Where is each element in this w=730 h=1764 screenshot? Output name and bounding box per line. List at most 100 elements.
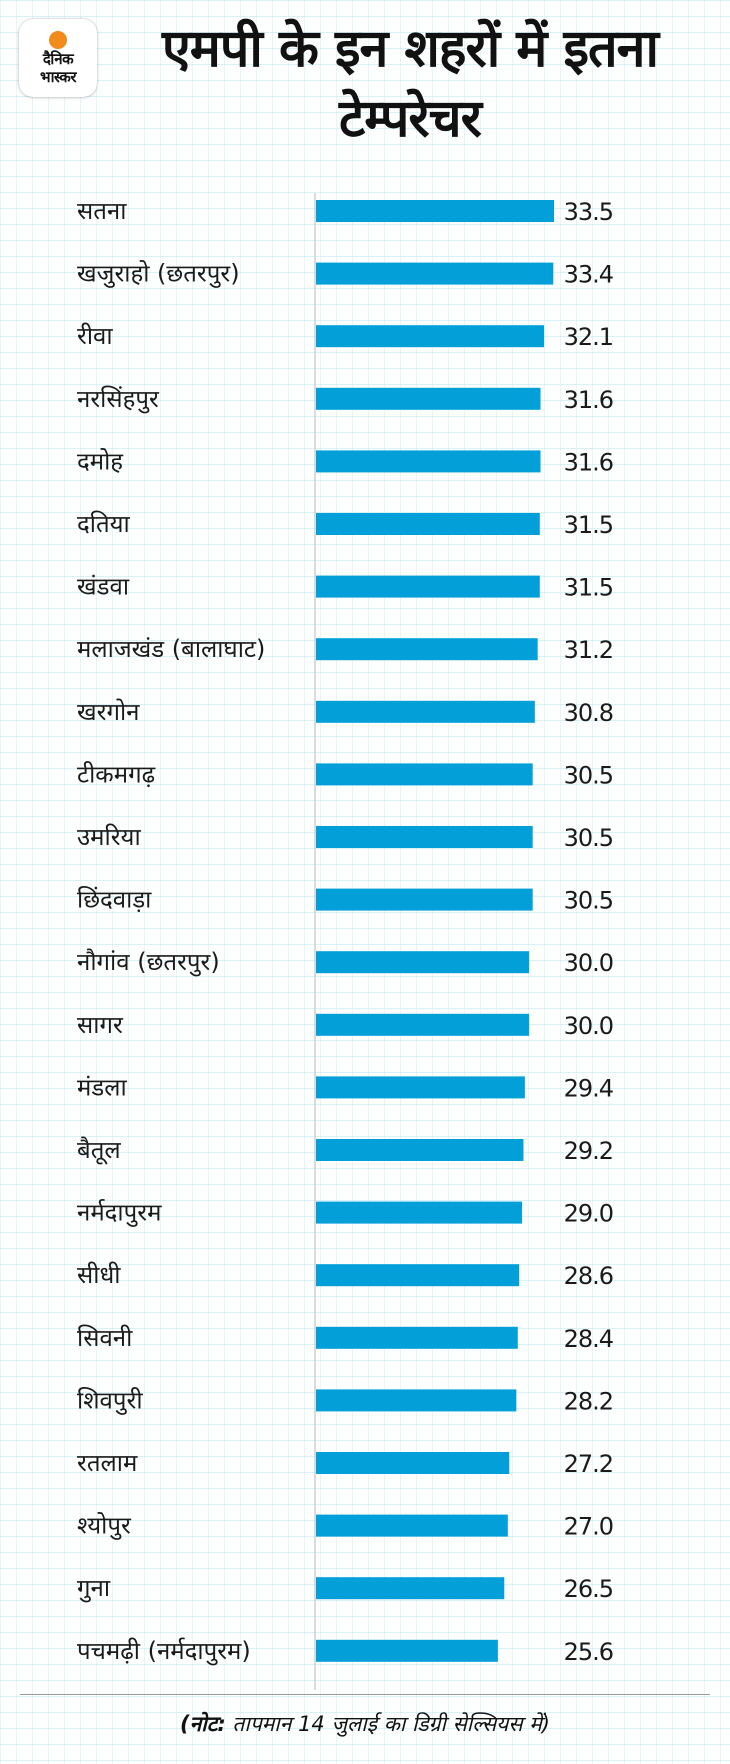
value-label: 28.6 xyxy=(564,1262,613,1290)
bar xyxy=(316,1264,520,1287)
footnote: (नोट: तापमान 14 जुलाई का डिग्री सेल्सियस… xyxy=(0,1710,730,1738)
bar xyxy=(316,1389,517,1412)
category-label: मलाजखंड (बालाघाट) xyxy=(77,635,265,663)
bar-row: श्योपुर 27.0 xyxy=(77,1512,614,1541)
value-label: 30.8 xyxy=(564,699,613,727)
category-label: बैतूल xyxy=(77,1136,121,1165)
bar xyxy=(316,1139,524,1161)
value-label: 33.4 xyxy=(564,261,613,289)
bar xyxy=(316,1452,510,1474)
value-label: 31.5 xyxy=(564,511,613,539)
bar-row: खरगोन 30.8 xyxy=(77,698,614,727)
bar xyxy=(316,200,554,222)
bar-row: बैतूल 29.2 xyxy=(77,1136,614,1165)
value-label: 28.4 xyxy=(564,1325,613,1353)
bar xyxy=(316,1326,518,1349)
bar-row: शिवपुरी 28.2 xyxy=(77,1386,614,1415)
bar xyxy=(316,1514,508,1537)
bar xyxy=(316,1639,498,1662)
value-label: 31.6 xyxy=(564,386,613,414)
value-label: 30.5 xyxy=(564,887,613,915)
bar-row: मंडला 29.4 xyxy=(77,1073,614,1102)
category-label: सीधी xyxy=(77,1261,121,1289)
value-label: 25.6 xyxy=(564,1638,613,1666)
bar xyxy=(316,763,533,786)
bar-row: दतिया 31.5 xyxy=(77,510,614,539)
category-label: रीवा xyxy=(77,322,113,350)
value-label: 29.0 xyxy=(564,1200,613,1228)
footer-divider xyxy=(20,1694,710,1695)
value-label: 33.5 xyxy=(564,198,613,226)
bar-row: सतना 33.5 xyxy=(77,197,614,226)
value-label: 27.2 xyxy=(564,1450,613,1478)
value-label: 27.0 xyxy=(564,1513,613,1541)
bar-chart: सतना 33.5 खजुराहो (छतरपुर) 33.4 रीवा 32.1 नरसि… xyxy=(77,193,614,1690)
value-label: 31.5 xyxy=(564,574,613,602)
category-label: मंडला xyxy=(77,1073,127,1101)
bar xyxy=(316,450,541,473)
value-label: 29.4 xyxy=(564,1074,613,1102)
value-label: 32.1 xyxy=(564,323,613,351)
value-label: 28.2 xyxy=(564,1387,613,1415)
value-label: 30.5 xyxy=(564,824,613,852)
bar xyxy=(316,575,540,598)
logo-line-1: दैनिक xyxy=(42,50,74,68)
bar-row: सागर 30.0 xyxy=(77,1011,614,1040)
bar-row: रतलाम 27.2 xyxy=(77,1449,614,1478)
category-label: पचमढ़ी (नर्मदापुरम) xyxy=(77,1637,251,1666)
bar xyxy=(316,888,533,911)
value-label: 31.2 xyxy=(564,636,613,664)
sun-icon xyxy=(49,31,67,49)
bar xyxy=(316,638,538,661)
bar-row: सीधी 28.6 xyxy=(77,1261,614,1290)
category-label: उमरिया xyxy=(77,823,141,851)
value-label: 30.0 xyxy=(564,1012,613,1040)
value-label: 31.6 xyxy=(564,448,613,476)
bar xyxy=(316,700,535,723)
bar-row: पचमढ़ी (नर्मदापुरम) 25.6 xyxy=(77,1637,614,1666)
category-label: खजुराहो (छतरपुर) xyxy=(77,260,240,289)
note-prefix: (नोट: xyxy=(180,1712,226,1736)
bar-row: सिवनी 28.4 xyxy=(77,1324,614,1353)
bar xyxy=(316,325,545,348)
bar-row: खजुराहो (छतरपुर) 33.4 xyxy=(77,260,614,289)
bar-row: छिंदवाड़ा 30.5 xyxy=(77,886,614,915)
bar-row: उमरिया 30.5 xyxy=(77,823,614,852)
bar xyxy=(316,1013,530,1036)
category-label: सागर xyxy=(77,1011,124,1039)
chart-title: एमपी के इन शहरों में इतना टेम्परेचर xyxy=(161,19,659,149)
category-label: खरगोन xyxy=(77,698,140,726)
dainik-bhaskar-logo: दैनिक भास्कर xyxy=(19,19,97,97)
bar-row: नौगांव (छतरपुर) 30.0 xyxy=(77,948,614,977)
category-label: श्योपुर xyxy=(77,1512,132,1541)
category-label: गुना xyxy=(77,1574,111,1603)
bar xyxy=(316,1076,525,1099)
bar xyxy=(316,262,554,285)
category-label: नरसिंहपुर xyxy=(77,385,160,414)
bar-row: गुना 26.5 xyxy=(77,1574,614,1603)
bar xyxy=(316,387,541,410)
bar xyxy=(316,1201,523,1224)
bar xyxy=(316,826,533,848)
bar-row: रीवा 32.1 xyxy=(77,322,614,351)
note-text: तापमान 14 जुलाई का डिग्री सेल्सियस में) xyxy=(225,1712,550,1736)
category-label: नर्मदापुरम xyxy=(77,1199,162,1228)
category-label: टीकमगढ़ xyxy=(77,760,156,788)
bar-row: मलाजखंड (बालाघाट) 31.2 xyxy=(77,635,614,664)
value-label: 26.5 xyxy=(564,1575,613,1603)
value-label: 30.5 xyxy=(564,761,613,789)
value-label: 30.0 xyxy=(564,949,613,977)
logo-line-2: भास्कर xyxy=(40,68,76,86)
bar xyxy=(316,951,530,974)
category-label: खंडवा xyxy=(77,573,130,601)
category-label: दतिया xyxy=(77,510,131,538)
bar xyxy=(316,513,540,535)
category-label: रतलाम xyxy=(77,1449,138,1477)
category-label: सतना xyxy=(77,197,127,225)
bar xyxy=(316,1577,505,1600)
bar-row: नर्मदापुरम 29.0 xyxy=(77,1199,614,1228)
category-label: शिवपुरी xyxy=(77,1386,143,1415)
category-label: सिवनी xyxy=(77,1324,133,1352)
bar-row: टीकमगढ़ 30.5 xyxy=(77,760,614,789)
bar-row: खंडवा 31.5 xyxy=(77,573,614,602)
